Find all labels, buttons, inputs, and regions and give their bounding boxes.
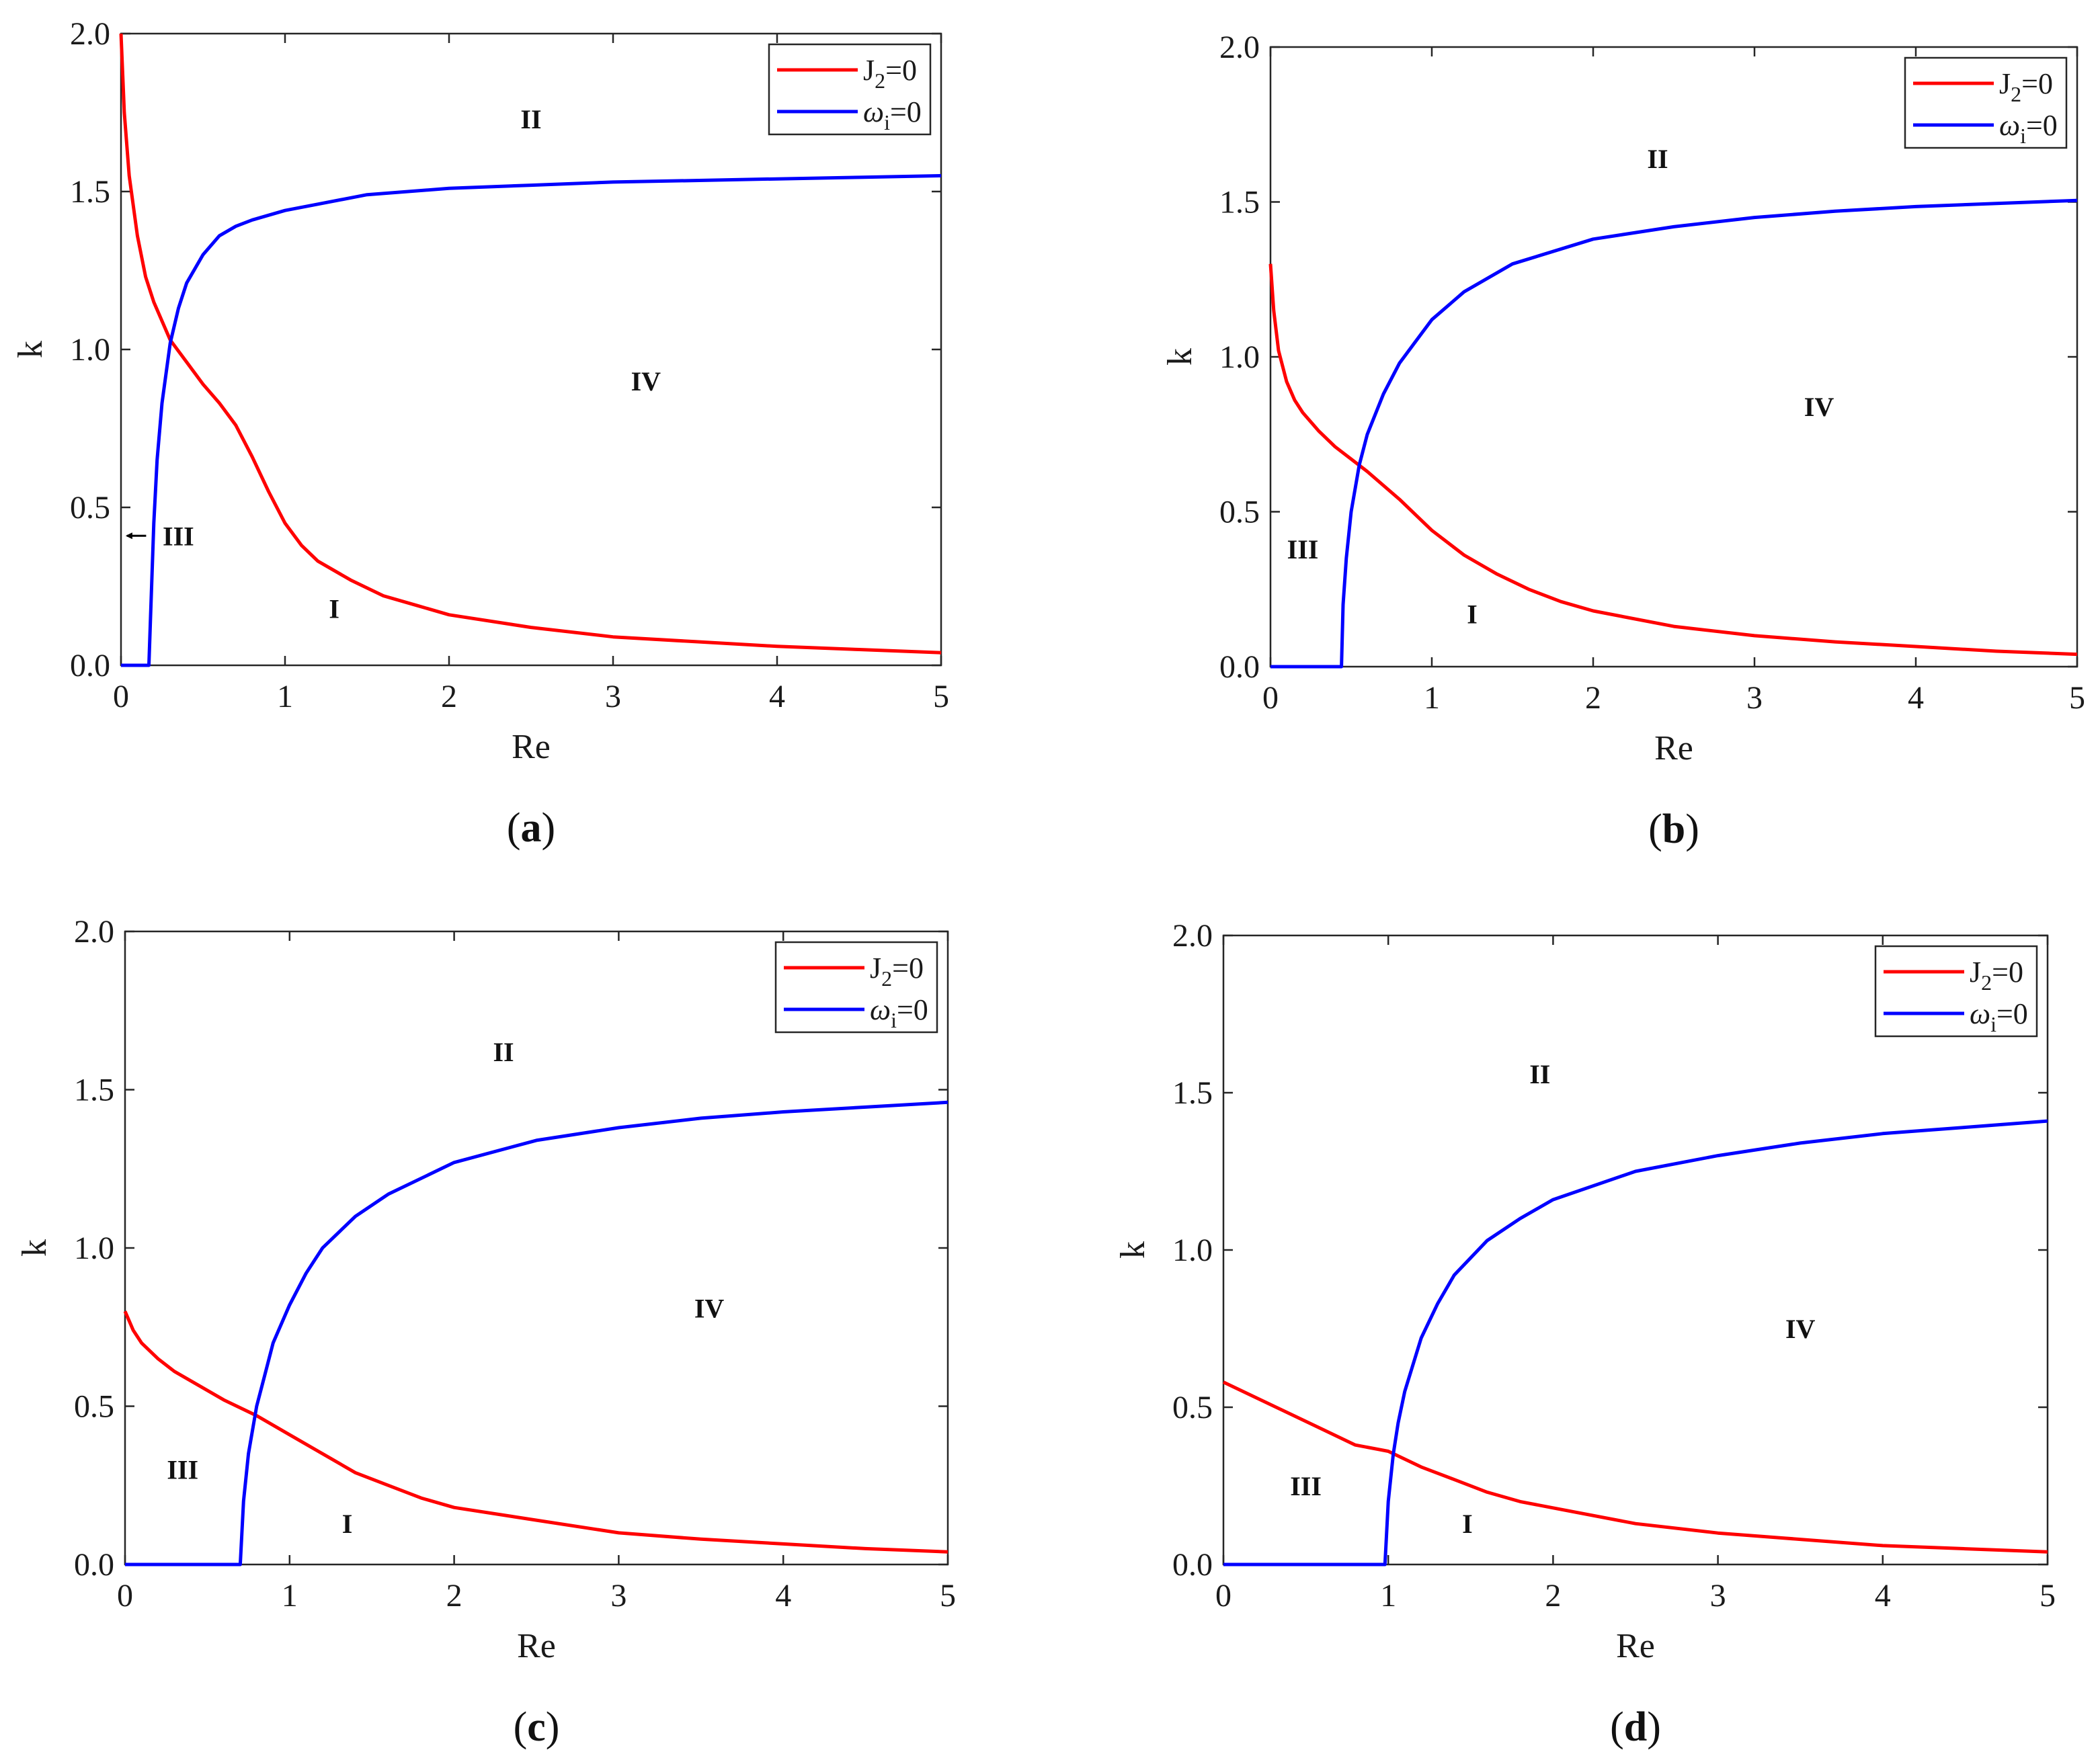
y-tick-label: 1.0 [1219,339,1260,375]
panel-label: (c) [514,1704,560,1750]
x-tick-label: 4 [1908,680,1924,716]
y-axis-label: k [11,341,50,358]
y-tick-label: 0.5 [1219,495,1260,530]
region-label: III [1287,534,1319,565]
legend-entry: J2=0 [1999,67,2053,106]
region-label: I [342,1509,353,1539]
legend-entry: ωi=0 [1999,109,2058,148]
legend-entry: ωi=0 [863,95,922,134]
legend-entry: ωi=0 [1970,997,2028,1036]
panel-label: (a) [507,805,555,851]
panel-label: (d) [1610,1704,1661,1750]
panel-label: (b) [1648,806,1699,852]
legend-entry: J2=0 [1970,956,2023,995]
x-tick-label: 0 [113,679,129,714]
chart-panel-d: 0 1 2 3 4 50.00.51.01.52.0RekIIIIIIIVJ2=0ωi=0… [1114,918,2056,1750]
x-tick-label: 5 [933,679,949,714]
legend-entry: J2=0 [870,952,924,991]
y-axis-label: k [15,1239,54,1257]
y-tick-label: 0.0 [1219,649,1260,685]
chart-panel-c: 0 1 2 3 4 50.00.51.01.52.0RekIIIIIIIVJ2=0ωi=0… [15,914,956,1750]
x-tick-label: 0 [1262,680,1279,716]
y-tick-label: 0.0 [70,648,110,683]
legend-box [1904,56,2068,149]
x-tick-label: 5 [2069,680,2085,716]
region-label: II [1529,1059,1550,1089]
series-line-omega-i [1270,198,2078,669]
x-tick-label: 1 [1424,680,1440,716]
y-tick-label: 2.0 [1172,918,1213,954]
region-label: IV [1804,392,1834,422]
x-tick-label: 3 [610,1578,627,1614]
y-tick-label: 1.5 [1219,185,1260,220]
region-label: I [329,593,339,624]
chart-panel-a: 0 1 2 3 4 50.00.51.01.52.0RekIIIIIIIVJ2=0ωi=0… [11,16,949,851]
y-tick-label: 0.5 [74,1389,114,1425]
series-line-omega-i [121,174,942,667]
y-tick-label: 1.0 [1172,1233,1213,1268]
region-label: II [520,104,541,134]
x-tick-label: 4 [769,679,785,714]
x-tick-label: 1 [1380,1578,1396,1614]
y-tick-label: 0.0 [1172,1547,1213,1583]
series-line-omega-i [1223,1119,2048,1567]
y-tick-label: 0.5 [1172,1390,1213,1425]
x-tick-label: 2 [1545,1578,1561,1614]
series-line-j2 [123,1310,948,1554]
x-tick-label: 3 [1710,1578,1726,1614]
y-axis-label: k [1161,348,1199,366]
y-tick-label: 2.0 [74,914,114,950]
x-tick-label: 2 [446,1578,462,1614]
legend-entry: ωi=0 [870,993,928,1032]
x-axis-label: Re [512,728,551,766]
region-label: IV [694,1293,725,1323]
x-tick-label: 2 [1585,680,1601,716]
x-tick-label: 1 [277,679,293,714]
y-tick-label: 1.0 [74,1230,114,1266]
legend-entry: J2=0 [863,54,917,93]
region-label: III [1290,1471,1322,1501]
region-label: IV [1785,1314,1816,1344]
series-line-j2 [119,33,942,655]
series-line-j2 [1268,263,2078,657]
x-tick-label: 2 [441,679,457,714]
y-tick-label: 0.5 [70,490,110,526]
x-axis-label: Re [517,1627,556,1665]
y-tick-label: 1.5 [74,1073,114,1108]
series-line-j2 [1222,1380,2048,1554]
region-label: I [1462,1509,1473,1539]
x-axis-label: Re [1654,729,1693,767]
y-tick-label: 1.5 [1172,1075,1213,1111]
chart-panel-b: 0 1 2 3 4 50.00.51.01.52.0RekIIIIIIIVJ2=0ωi=0… [1161,30,2085,852]
x-tick-label: 4 [775,1578,791,1614]
x-tick-label: 0 [117,1578,133,1614]
x-tick-label: 3 [605,679,621,714]
y-tick-label: 1.5 [70,174,110,210]
x-tick-label: 5 [2040,1578,2056,1614]
x-tick-label: 5 [940,1578,956,1614]
region-label: III [163,521,194,551]
y-tick-label: 1.0 [70,332,110,368]
x-tick-label: 0 [1215,1578,1231,1614]
y-tick-label: 2.0 [1219,30,1260,65]
x-tick-label: 1 [282,1578,298,1614]
y-tick-label: 0.0 [74,1547,114,1583]
x-tick-label: 4 [1875,1578,1891,1614]
y-axis-label: k [1114,1241,1152,1259]
legend-box [1874,945,2038,1038]
region-label: II [1647,144,1668,174]
legend-box [768,43,932,136]
region-label: I [1467,599,1478,630]
series-line-omega-i [125,1100,948,1567]
x-axis-label: Re [1616,1627,1655,1665]
region-label: IV [631,366,661,396]
y-tick-label: 2.0 [70,16,110,52]
legend-box [774,941,938,1034]
region-label: III [167,1455,198,1485]
x-tick-label: 3 [1746,680,1763,716]
region-label: II [493,1037,514,1067]
